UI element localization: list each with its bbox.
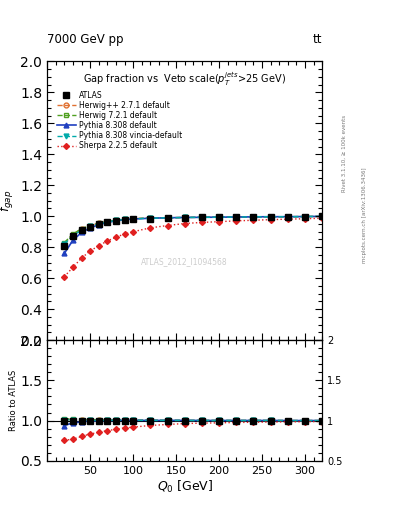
Text: Rivet 3.1.10, ≥ 100k events: Rivet 3.1.10, ≥ 100k events [342, 115, 347, 192]
Text: 7000 GeV pp: 7000 GeV pp [47, 33, 124, 46]
Text: Gap fraction vs  Veto scale($p_T^{jets}$>25 GeV): Gap fraction vs Veto scale($p_T^{jets}$>… [83, 70, 286, 88]
Y-axis label: $f_{gap}$: $f_{gap}$ [0, 189, 16, 212]
Text: mcplots.cern.ch [arXiv:1306.3436]: mcplots.cern.ch [arXiv:1306.3436] [362, 167, 367, 263]
X-axis label: $Q_0$ [GeV]: $Q_0$ [GeV] [156, 478, 213, 495]
Y-axis label: Ratio to ATLAS: Ratio to ATLAS [9, 370, 18, 431]
Text: ATLAS_2012_I1094568: ATLAS_2012_I1094568 [141, 258, 228, 267]
Text: tt: tt [313, 33, 322, 46]
Legend: ATLAS, Herwig++ 2.7.1 default, Herwig 7.2.1 default, Pythia 8.308 default, Pythi: ATLAS, Herwig++ 2.7.1 default, Herwig 7.… [54, 88, 185, 154]
